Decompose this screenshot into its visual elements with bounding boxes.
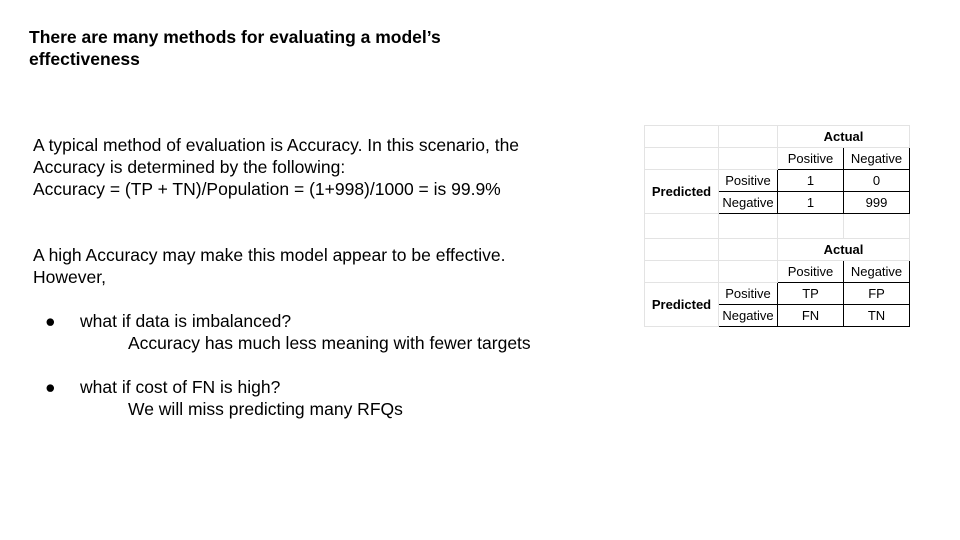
bullet-subtext: We will miss predicting many RFQs <box>128 399 403 419</box>
table-row: Positive Negative <box>644 260 910 283</box>
table-row: Negative FN TN <box>645 304 910 327</box>
intro-line-2: Accuracy is determined by the following: <box>33 157 346 177</box>
empty-cell <box>644 147 719 170</box>
row-header-negative: Negative <box>718 191 778 214</box>
paragraph-gap <box>33 200 613 244</box>
bullet-text: what if cost of FN is high? <box>80 377 281 397</box>
empty-cell <box>718 147 778 170</box>
table-cell: 1 <box>777 191 844 214</box>
accuracy-formula: Accuracy = (TP + TN)/Population = (1+998… <box>33 179 501 199</box>
column-header-negative: Negative <box>843 260 910 283</box>
table-row: Predicted Positive 1 0 <box>644 169 910 214</box>
bullet-list: ● what if data is imbalanced? Accuracy h… <box>33 310 613 420</box>
actual-header: Actual <box>777 238 910 261</box>
empty-cell <box>718 238 778 261</box>
para2-line-2: However, <box>33 267 106 287</box>
bullet-item: ● what if cost of FN is high? We will mi… <box>33 376 613 420</box>
empty-cell <box>718 260 778 283</box>
confusion-matrix-tables: Actual Positive Negative Predicted Posit… <box>644 125 910 327</box>
empty-cell <box>644 238 719 261</box>
slide-title: There are many methods for evaluating a … <box>29 27 441 69</box>
table-row: Positive Negative <box>644 147 910 170</box>
column-header-negative: Negative <box>843 147 910 170</box>
para2-line-1: A high Accuracy may make this model appe… <box>33 245 506 265</box>
row-header-negative: Negative <box>718 304 778 327</box>
table-cell: 0 <box>843 169 910 192</box>
table-row: Actual <box>644 125 910 148</box>
slide-body: A typical method of evaluation is Accura… <box>33 134 613 420</box>
predicted-header: Predicted <box>644 169 719 214</box>
bullet-dot-icon: ● <box>45 377 56 397</box>
table-cell: 1 <box>777 169 844 192</box>
table-cell: TN <box>843 304 910 327</box>
empty-cell <box>843 213 910 239</box>
table-row <box>644 213 910 239</box>
empty-cell <box>644 213 719 239</box>
table-cell: FN <box>777 304 844 327</box>
empty-cell <box>777 213 844 239</box>
table-row: Negative 1 999 <box>645 191 910 214</box>
bullet-dot-icon: ● <box>45 311 56 331</box>
second-paragraph: A high Accuracy may make this model appe… <box>33 244 613 288</box>
bullet-subtext: Accuracy has much less meaning with fewe… <box>128 333 531 353</box>
actual-header: Actual <box>777 125 910 148</box>
predicted-header: Predicted <box>644 282 719 327</box>
intro-line-1: A typical method of evaluation is Accura… <box>33 135 520 155</box>
bullet-item: ● what if data is imbalanced? Accuracy h… <box>33 310 613 354</box>
table-cell: FP <box>843 282 910 305</box>
table-cell: TP <box>777 282 844 305</box>
bullet-text: what if data is imbalanced? <box>80 311 292 331</box>
table-row: Actual <box>644 238 910 261</box>
table-row: Predicted Positive TP FP <box>644 282 910 327</box>
empty-cell <box>718 125 778 148</box>
row-header-positive: Positive <box>718 169 778 192</box>
empty-cell <box>644 260 719 283</box>
empty-cell <box>644 125 719 148</box>
column-header-positive: Positive <box>777 260 844 283</box>
empty-cell <box>718 213 778 239</box>
column-header-positive: Positive <box>777 147 844 170</box>
intro-paragraph: A typical method of evaluation is Accura… <box>33 134 613 200</box>
table-cell: 999 <box>843 191 910 214</box>
row-header-positive: Positive <box>718 282 778 305</box>
